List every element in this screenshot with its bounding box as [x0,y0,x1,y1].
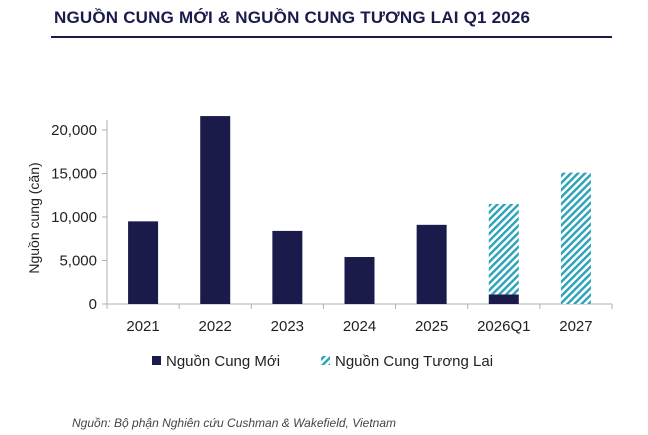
new-supply-bar [128,221,159,304]
new-supply-bar [200,116,231,304]
future-supply-bar [560,172,591,304]
legend-future-supply-label: Nguồn Cung Tương Lai [335,353,493,370]
x-tick-label: 2022 [199,318,232,335]
x-tick-label: 2023 [271,318,304,335]
x-tick-label: 2026Q1 [477,318,530,335]
legend-new-supply-label: Nguồn Cung Mới [166,353,280,370]
title-divider [51,36,612,38]
y-tick-label: 15,000 [51,166,97,183]
legend-future-supply-swatch [321,356,330,365]
new-supply-bar [488,294,519,304]
x-tick-label: 2027 [559,318,592,335]
future-supply-bar [488,203,519,295]
legend-new-supply-swatch [152,356,161,365]
new-supply-bar [344,257,375,304]
y-tick-label: 0 [89,296,97,313]
source-note: Nguồn: Bộ phận Nghiên cứu Cushman & Wake… [72,416,397,430]
new-supply-bar [272,230,303,304]
supply-bar-chart: Nguồn cung (căn) 0 5,000 10,000 15,000 20,00… [26,116,613,370]
x-tick-label: 2021 [126,318,159,335]
x-tick-label: 2024 [343,318,376,335]
x-tick-label: 2025 [415,318,448,335]
page-title: NGUỒN CUNG MỚI & NGUỒN CUNG TƯƠNG LAI Q1… [54,8,531,27]
y-tick-label: 20,000 [51,122,97,139]
new-supply-bar [416,224,447,304]
y-tick-label: 10,000 [51,209,97,226]
y-tick-label: 5,000 [59,253,97,270]
y-axis-title: Nguồn cung (căn) [26,162,42,273]
